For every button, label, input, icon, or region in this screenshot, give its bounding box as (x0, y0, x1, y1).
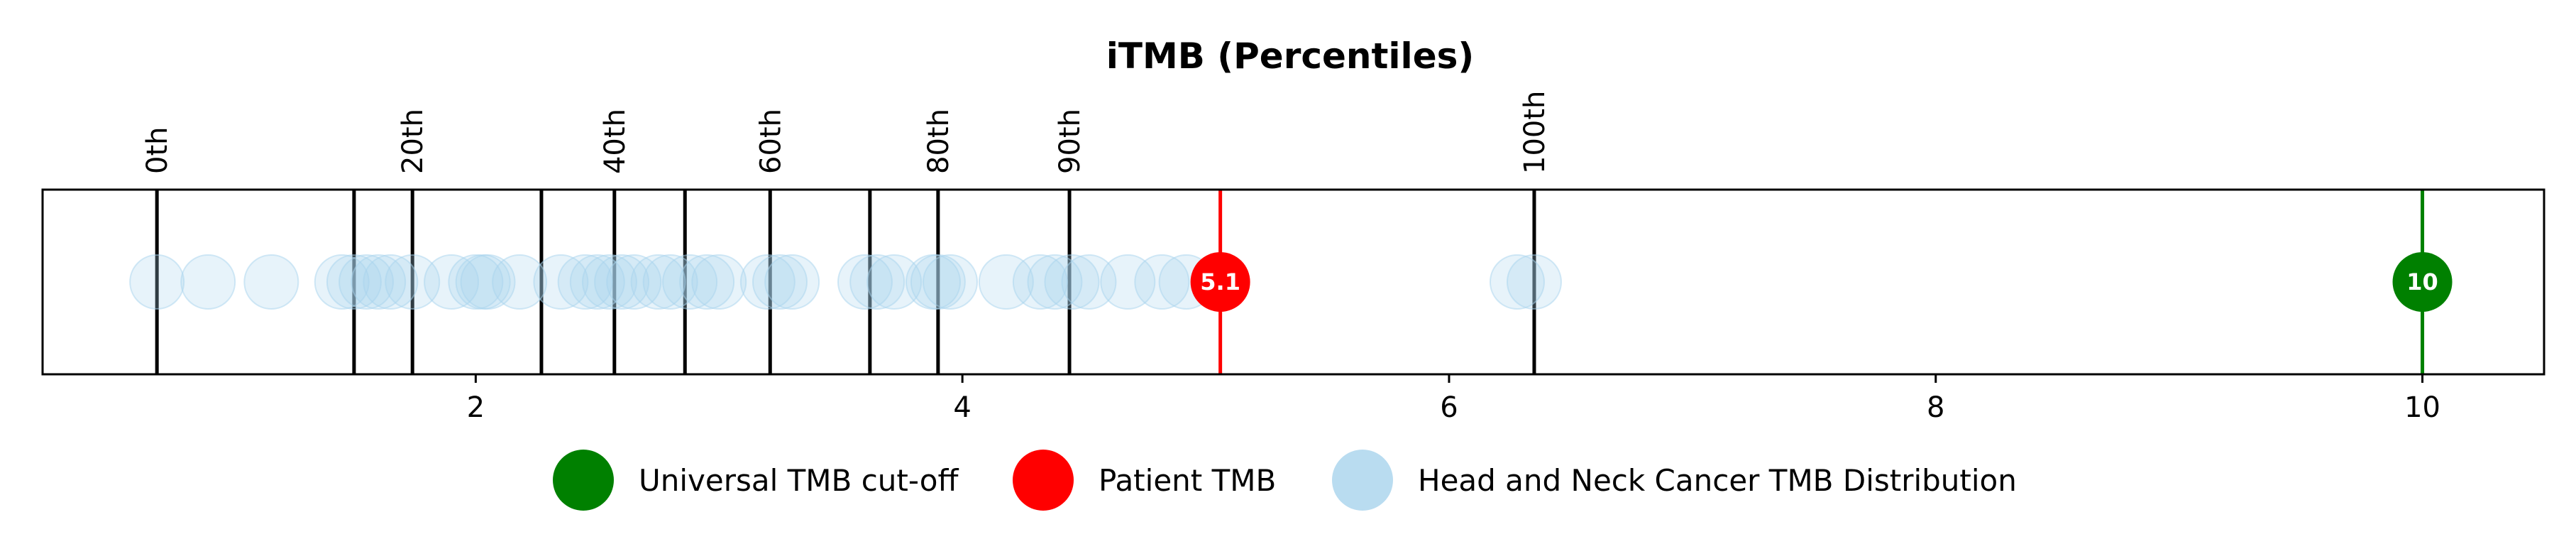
x-axis: 2 4 6 8 10 (467, 374, 2440, 424)
distribution-point (243, 254, 299, 310)
percentile-label: 90th (1054, 109, 1086, 174)
percentile-label: 0th (141, 127, 174, 174)
distribution-point (923, 254, 979, 310)
legend: Universal TMB cut-off Patient TMB Head and… (553, 450, 2017, 511)
distribution-point (866, 254, 923, 310)
percentile-label: 40th (599, 109, 632, 174)
legend-swatch (1332, 450, 1393, 511)
distribution-point (1506, 254, 1562, 310)
distribution-point (764, 254, 820, 310)
legend-label: Patient TMB (1099, 463, 1276, 498)
distribution-point (837, 254, 893, 310)
distribution-point (630, 254, 686, 310)
distribution-point (129, 254, 185, 310)
distribution-point (910, 254, 966, 310)
legend-label: Universal TMB cut-off (639, 463, 959, 498)
distribution-point (739, 254, 796, 310)
distribution-point (662, 254, 718, 310)
distribution-point (448, 254, 504, 310)
distribution-point (978, 254, 1034, 310)
distribution-point (460, 254, 516, 310)
x-tick-label: 8 (1927, 391, 1944, 424)
distribution-point (691, 254, 747, 310)
distribution-point (1012, 254, 1068, 310)
distribution-point (752, 254, 808, 310)
distribution-point (849, 254, 906, 310)
cutoff-tmb-label: 10 (2406, 268, 2438, 295)
distribution-point (1027, 254, 1083, 310)
legend-label: Head and Neck Cancer TMB Distribution (1418, 463, 2017, 498)
patient-tmb-marker (1190, 252, 1250, 312)
x-tick-label: 10 (2404, 391, 2440, 424)
distribution-point (581, 254, 637, 310)
distribution-point (492, 254, 548, 310)
distribution-point (1100, 254, 1156, 310)
distribution-point (385, 254, 441, 310)
distribution-point (1489, 254, 1545, 310)
distribution-point (1134, 254, 1190, 310)
chart-title: iTMB (Percentiles) (1106, 36, 1474, 77)
distribution-point (180, 254, 236, 310)
distribution-point (679, 254, 735, 310)
x-tick-label: 6 (1440, 391, 1458, 424)
percentile-labels: 0th 20th 40th 60th 80th 90th 100th (141, 91, 1551, 174)
patient-tmb-label: 5.1 (1200, 268, 1240, 295)
distribution-point (363, 254, 419, 310)
distribution-point (351, 254, 407, 310)
plot-frame (41, 188, 2545, 376)
legend-swatch (1013, 450, 1074, 511)
cutoff-tmb-marker (2392, 252, 2453, 312)
tmb-markers: 5.1 10 (1190, 190, 2453, 374)
percentile-label: 60th (754, 109, 787, 174)
distribution-point (1061, 254, 1117, 310)
distribution-point (338, 254, 395, 310)
distribution-point (1044, 254, 1100, 310)
percentile-label: 20th (397, 109, 429, 174)
percentile-label: 100th (1519, 91, 1551, 174)
legend-swatch (553, 450, 614, 511)
x-tick-label: 4 (953, 391, 971, 424)
x-tick-label: 2 (467, 391, 485, 424)
distribution-points (129, 254, 1562, 310)
percentile-label: 80th (923, 109, 955, 174)
